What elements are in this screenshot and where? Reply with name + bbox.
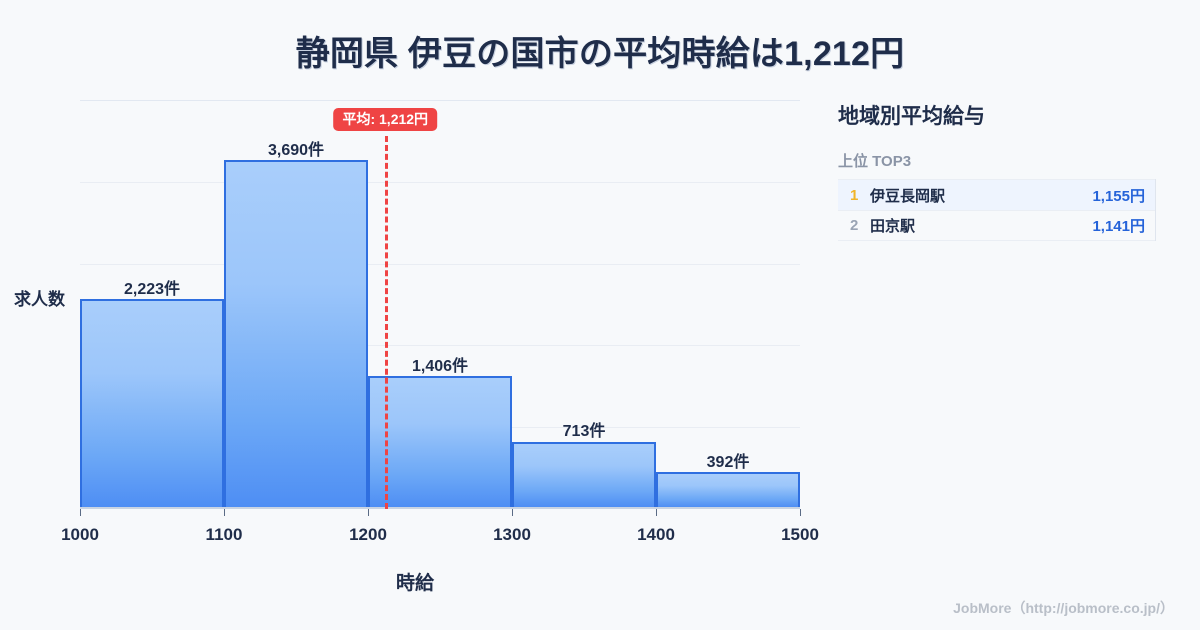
y-axis-title: 求人数 bbox=[14, 290, 65, 309]
gridline bbox=[80, 181, 800, 183]
gridline bbox=[80, 345, 800, 347]
ranking-area-name: 伊豆長岡駅 bbox=[870, 187, 946, 205]
bar-value-label: 392件 bbox=[706, 453, 750, 471]
x-tick-label: 1000 bbox=[61, 525, 99, 544]
x-tick-label: 1200 bbox=[349, 525, 387, 544]
page-title: 静岡県 伊豆の国市の平均時給は1,212円 bbox=[295, 35, 905, 73]
side-panel-title: 地域別平均給与 bbox=[838, 105, 985, 128]
ranking-wage-value: 1,141円 bbox=[1092, 218, 1145, 235]
ranking-wage-value: 1,155円 bbox=[1092, 187, 1145, 205]
average-line bbox=[385, 136, 389, 509]
gridline bbox=[80, 100, 800, 101]
bar-value-label: 713件 bbox=[562, 423, 606, 441]
x-axis-line bbox=[80, 507, 800, 509]
ranking-row: 2 田京駅 1,141円 bbox=[838, 210, 1155, 241]
ranking-list: 1 伊豆長岡駅 1,155円 2 田京駅 1,141円 bbox=[838, 179, 1156, 241]
ranking-position: 2 bbox=[850, 217, 859, 234]
x-tick-mark bbox=[368, 509, 369, 516]
ranking-row: 1 伊豆長岡駅 1,155円 bbox=[838, 179, 1155, 210]
x-tick-label: 1100 bbox=[205, 525, 243, 544]
x-tick-mark bbox=[656, 509, 657, 516]
footer-watermark: JobMore（http://jobmore.co.jp/） bbox=[953, 600, 1174, 616]
x-tick-mark bbox=[800, 509, 801, 516]
bar bbox=[656, 471, 800, 509]
x-axis-title: 時給 bbox=[395, 573, 434, 594]
bar-value-label: 1,406件 bbox=[411, 357, 469, 375]
ranking-area-name: 田京駅 bbox=[870, 218, 916, 235]
histogram-chart: 求人数 2,223件 3,690件 1,406件 713件 392件 1000 1100 1… bbox=[0, 90, 830, 594]
bar-value-label: 3,690件 bbox=[267, 141, 325, 159]
x-tick-mark bbox=[512, 509, 513, 516]
average-badge: 平均: 1,212円 bbox=[333, 108, 438, 131]
side-panel-subtitle: 上位 TOP3 bbox=[838, 153, 912, 170]
x-tick-label: 1300 bbox=[493, 525, 531, 544]
x-tick-mark bbox=[224, 509, 225, 516]
x-tick-label: 1500 bbox=[781, 525, 819, 544]
ranking-position: 1 bbox=[850, 186, 859, 204]
bar-value-label: 2,223件 bbox=[123, 280, 181, 298]
plot-area: 2,223件 3,690件 1,406件 713件 392件 1000 1100 1200 1… bbox=[61, 100, 819, 544]
bar bbox=[512, 441, 656, 509]
bar bbox=[224, 159, 368, 509]
regional-average-panel: 地域別平均給与 上位 TOP3 1 伊豆長岡駅 1,155円 2 田京駅 1,141円 bbox=[838, 100, 1168, 241]
bar bbox=[80, 298, 224, 509]
bar bbox=[368, 375, 512, 509]
x-tick-label: 1400 bbox=[637, 525, 675, 544]
gridline bbox=[80, 263, 800, 265]
x-tick-mark bbox=[80, 509, 81, 516]
